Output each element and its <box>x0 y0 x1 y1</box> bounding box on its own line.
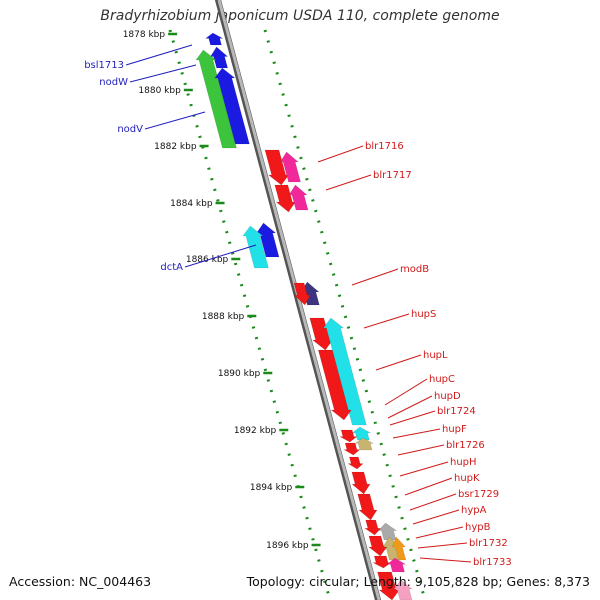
gene-arrow <box>386 557 407 573</box>
kbp-tick-label: 1896 kbp <box>266 541 309 551</box>
gene-label: bsr1729 <box>458 489 499 500</box>
gene-arrow <box>309 317 334 351</box>
gene-features <box>195 32 413 600</box>
gene-arrow <box>214 67 250 145</box>
gene-arrow <box>377 571 400 600</box>
gene-arrow <box>347 456 364 470</box>
leader-line <box>415 526 464 539</box>
kbp-tick-label: 1888 kbp <box>202 312 245 322</box>
kbp-tick-label: 1882 kbp <box>154 142 197 152</box>
leader-line <box>351 268 399 286</box>
gene-label: blr1726 <box>446 440 485 451</box>
kbp-tick-label: 1894 kbp <box>250 483 293 493</box>
gene-arrow <box>264 149 290 186</box>
map-title: Bradyrhizobium japonicum USDA 110, compl… <box>100 8 500 24</box>
gene-label: modB <box>400 264 429 275</box>
gene-label: hupH <box>450 457 477 468</box>
genome-backbone <box>215 0 381 600</box>
leader-line <box>387 395 433 419</box>
gene-arrow <box>354 437 374 451</box>
leader-line <box>412 509 460 525</box>
gene-arrow <box>357 493 378 521</box>
gene-arrow <box>195 49 237 149</box>
kbp-tick-label: 1890 kbp <box>218 369 261 379</box>
gene-arrow <box>372 555 392 569</box>
gene-label: hypA <box>461 505 487 516</box>
gene-label: bsl1713 <box>84 60 124 71</box>
kbp-tick-label: 1878 kbp <box>123 30 166 40</box>
gene-arrow <box>279 151 301 183</box>
gene-arrow <box>288 184 309 211</box>
leader-line <box>184 244 257 268</box>
leader-line <box>375 354 422 371</box>
gene-label: blr1717 <box>373 170 412 181</box>
leader-line <box>129 64 197 83</box>
gene-label: nodW <box>99 77 128 88</box>
gene-label: blr1732 <box>469 538 508 549</box>
backbone-core <box>217 0 381 600</box>
gene-arrow <box>274 184 296 213</box>
accession-label: Accession: NC_004463 <box>9 574 152 589</box>
gene-arrow <box>368 535 388 557</box>
gene-arrow <box>351 471 371 495</box>
gene-arrow <box>391 536 407 561</box>
kbp-tick-label: 1880 kbp <box>138 86 181 96</box>
leader-line <box>389 410 436 426</box>
gene-arrow <box>393 579 413 600</box>
leader-line <box>317 145 364 163</box>
leader-line <box>417 542 468 549</box>
gene-label: blr1733 <box>473 557 512 568</box>
gene-label: hupC <box>429 374 455 385</box>
gene-arrow <box>317 349 352 421</box>
leader-line <box>392 428 441 439</box>
leader-line <box>325 174 372 191</box>
leader-line <box>399 461 449 477</box>
gene-label: hupF <box>442 424 467 435</box>
gene-arrow <box>293 282 311 306</box>
leader-line <box>409 493 457 511</box>
leader-line <box>419 557 472 563</box>
leader-line <box>144 111 206 130</box>
gene-arrow <box>204 32 223 46</box>
gene-label: hupD <box>434 391 461 402</box>
leader-line <box>363 313 410 329</box>
right-dot-line <box>263 29 427 600</box>
gene-arrow <box>322 317 367 426</box>
gene-label: hupK <box>454 473 480 484</box>
kbp-tick-label: 1892 kbp <box>234 426 277 436</box>
leader-line <box>125 44 193 66</box>
leader-line <box>404 477 453 496</box>
kbp-tick-label: 1884 kbp <box>170 199 213 209</box>
topology-label: Topology: circular; Length: 9,105,828 bp… <box>246 574 590 589</box>
gene-arrow <box>363 519 382 536</box>
gene-label: blr1724 <box>437 406 476 417</box>
gene-label: dctA <box>160 262 183 273</box>
gene-label: hupL <box>423 350 448 361</box>
gene-arrow <box>339 429 358 443</box>
right-dotted-guide <box>263 29 427 600</box>
gene-label: blr1716 <box>365 141 404 152</box>
gene-arrow <box>242 225 269 269</box>
gene-label: hypB <box>465 522 491 533</box>
leader-line <box>397 444 445 456</box>
gene-labels: bsl1713 nodW nodV dctA blr1716 blr1717 modB hup… <box>84 44 512 568</box>
leader-line <box>384 378 428 406</box>
gene-arrow <box>342 442 361 456</box>
gene-label: hupS <box>411 309 436 320</box>
gene-label: nodV <box>117 124 143 135</box>
